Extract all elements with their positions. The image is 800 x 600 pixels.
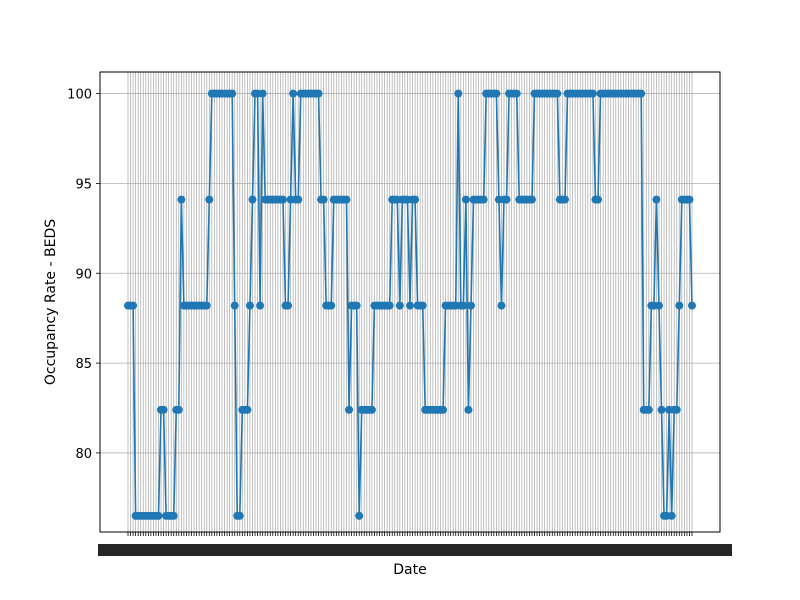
x-ticks — [98, 532, 732, 556]
data-point — [345, 405, 354, 414]
plot-frame — [99, 71, 721, 533]
data-point — [411, 195, 420, 204]
data-point — [355, 511, 364, 520]
data-point — [230, 301, 239, 310]
x-tick-labels-overlapping — [98, 544, 732, 556]
data-point — [406, 301, 414, 310]
data-point — [256, 301, 265, 310]
data-point — [459, 301, 468, 310]
data-point — [385, 301, 394, 310]
data-point — [129, 301, 138, 310]
data-point — [289, 89, 298, 98]
data-point — [560, 195, 569, 204]
data-point — [284, 301, 293, 310]
data-point — [454, 89, 463, 98]
data-point — [319, 195, 328, 204]
data-point — [174, 405, 183, 414]
y-tick-label: 80 — [75, 447, 92, 462]
y-tick-label: 85 — [75, 357, 92, 372]
data-point — [685, 195, 694, 204]
data-point — [395, 301, 404, 310]
data-point — [675, 301, 684, 310]
data-point — [418, 301, 427, 310]
data-point — [154, 511, 163, 520]
data-point — [367, 405, 376, 414]
data-point — [492, 89, 501, 98]
data-point — [461, 195, 470, 204]
data-point — [644, 405, 653, 414]
data-point — [169, 511, 178, 520]
data-point — [637, 89, 646, 98]
data-point — [479, 195, 488, 204]
data-point — [672, 405, 681, 414]
data-point — [464, 405, 473, 414]
data-point — [314, 89, 323, 98]
y-tick-label: 90 — [75, 267, 92, 282]
data-point — [502, 195, 511, 204]
data-point — [228, 89, 237, 98]
data-point — [667, 511, 676, 520]
x-axis-label: Date — [393, 562, 426, 578]
data-point — [177, 195, 186, 204]
series — [124, 89, 696, 520]
data-point — [258, 89, 267, 98]
data-point — [654, 301, 663, 310]
data-point — [588, 89, 597, 98]
data-point — [439, 405, 448, 414]
data-point — [553, 89, 562, 98]
data-point — [294, 195, 303, 204]
data-point — [245, 301, 254, 310]
grid — [100, 72, 720, 532]
data-point — [594, 195, 602, 204]
data-point — [159, 405, 168, 414]
data-point — [352, 301, 361, 310]
y-tick-label: 95 — [75, 177, 92, 192]
data-point — [243, 405, 252, 414]
y-axis-label: Occupancy Rate - BEDS — [43, 219, 59, 385]
data-point — [688, 301, 696, 310]
data-point — [527, 195, 536, 204]
y-tick-label: 100 — [67, 88, 92, 103]
data-point — [278, 195, 287, 204]
y-ticks: 80 85 90 95 100 — [67, 88, 100, 462]
data-point — [342, 195, 351, 204]
data-point — [512, 89, 521, 98]
data-point — [497, 301, 506, 310]
data-point — [235, 511, 244, 520]
data-point — [657, 405, 666, 414]
data-point — [652, 195, 661, 204]
data-point — [466, 301, 475, 310]
data-point — [202, 301, 211, 310]
data-point — [248, 195, 257, 204]
data-point — [327, 301, 336, 310]
data-point — [205, 195, 214, 204]
